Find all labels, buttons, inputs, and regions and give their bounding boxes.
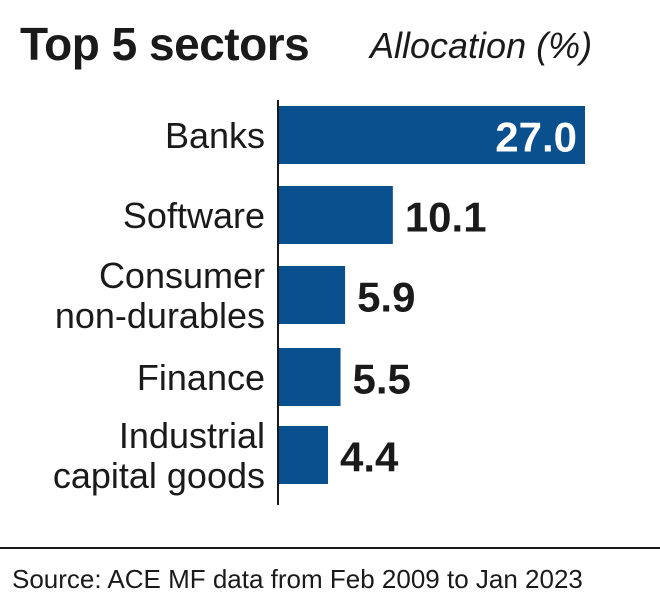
- bar-4: [278, 426, 329, 484]
- bar-0: [278, 106, 585, 164]
- bar-chart: 27.0 Banks 10.1 Software 5.9 Consumer non-dura…: [53, 106, 585, 496]
- value-label-4: 4.4: [340, 434, 399, 481]
- value-label-1: 10.1: [405, 194, 487, 241]
- category-label-0: Banks: [165, 115, 265, 156]
- category-label-3: Finance: [137, 357, 265, 398]
- value-label-2: 5.9: [357, 274, 415, 321]
- bar-1: [278, 186, 393, 244]
- category-label-1: Software: [123, 195, 265, 236]
- category-label-2: Consumer non-durables: [55, 255, 265, 336]
- bar-2: [278, 266, 346, 324]
- footer-divider: [0, 547, 660, 549]
- category-axis-line: [277, 100, 279, 505]
- value-label-3: 5.5: [353, 356, 411, 403]
- chart-title: Top 5 sectors: [20, 18, 310, 70]
- bar-3: [278, 348, 341, 406]
- source-note: Source: ACE MF data from Feb 2009 to Jan…: [12, 564, 583, 594]
- category-label-4: Industrial capital goods: [53, 415, 265, 496]
- value-label-0: 27.0: [495, 114, 577, 161]
- chart-subtitle: Allocation (%): [370, 25, 593, 66]
